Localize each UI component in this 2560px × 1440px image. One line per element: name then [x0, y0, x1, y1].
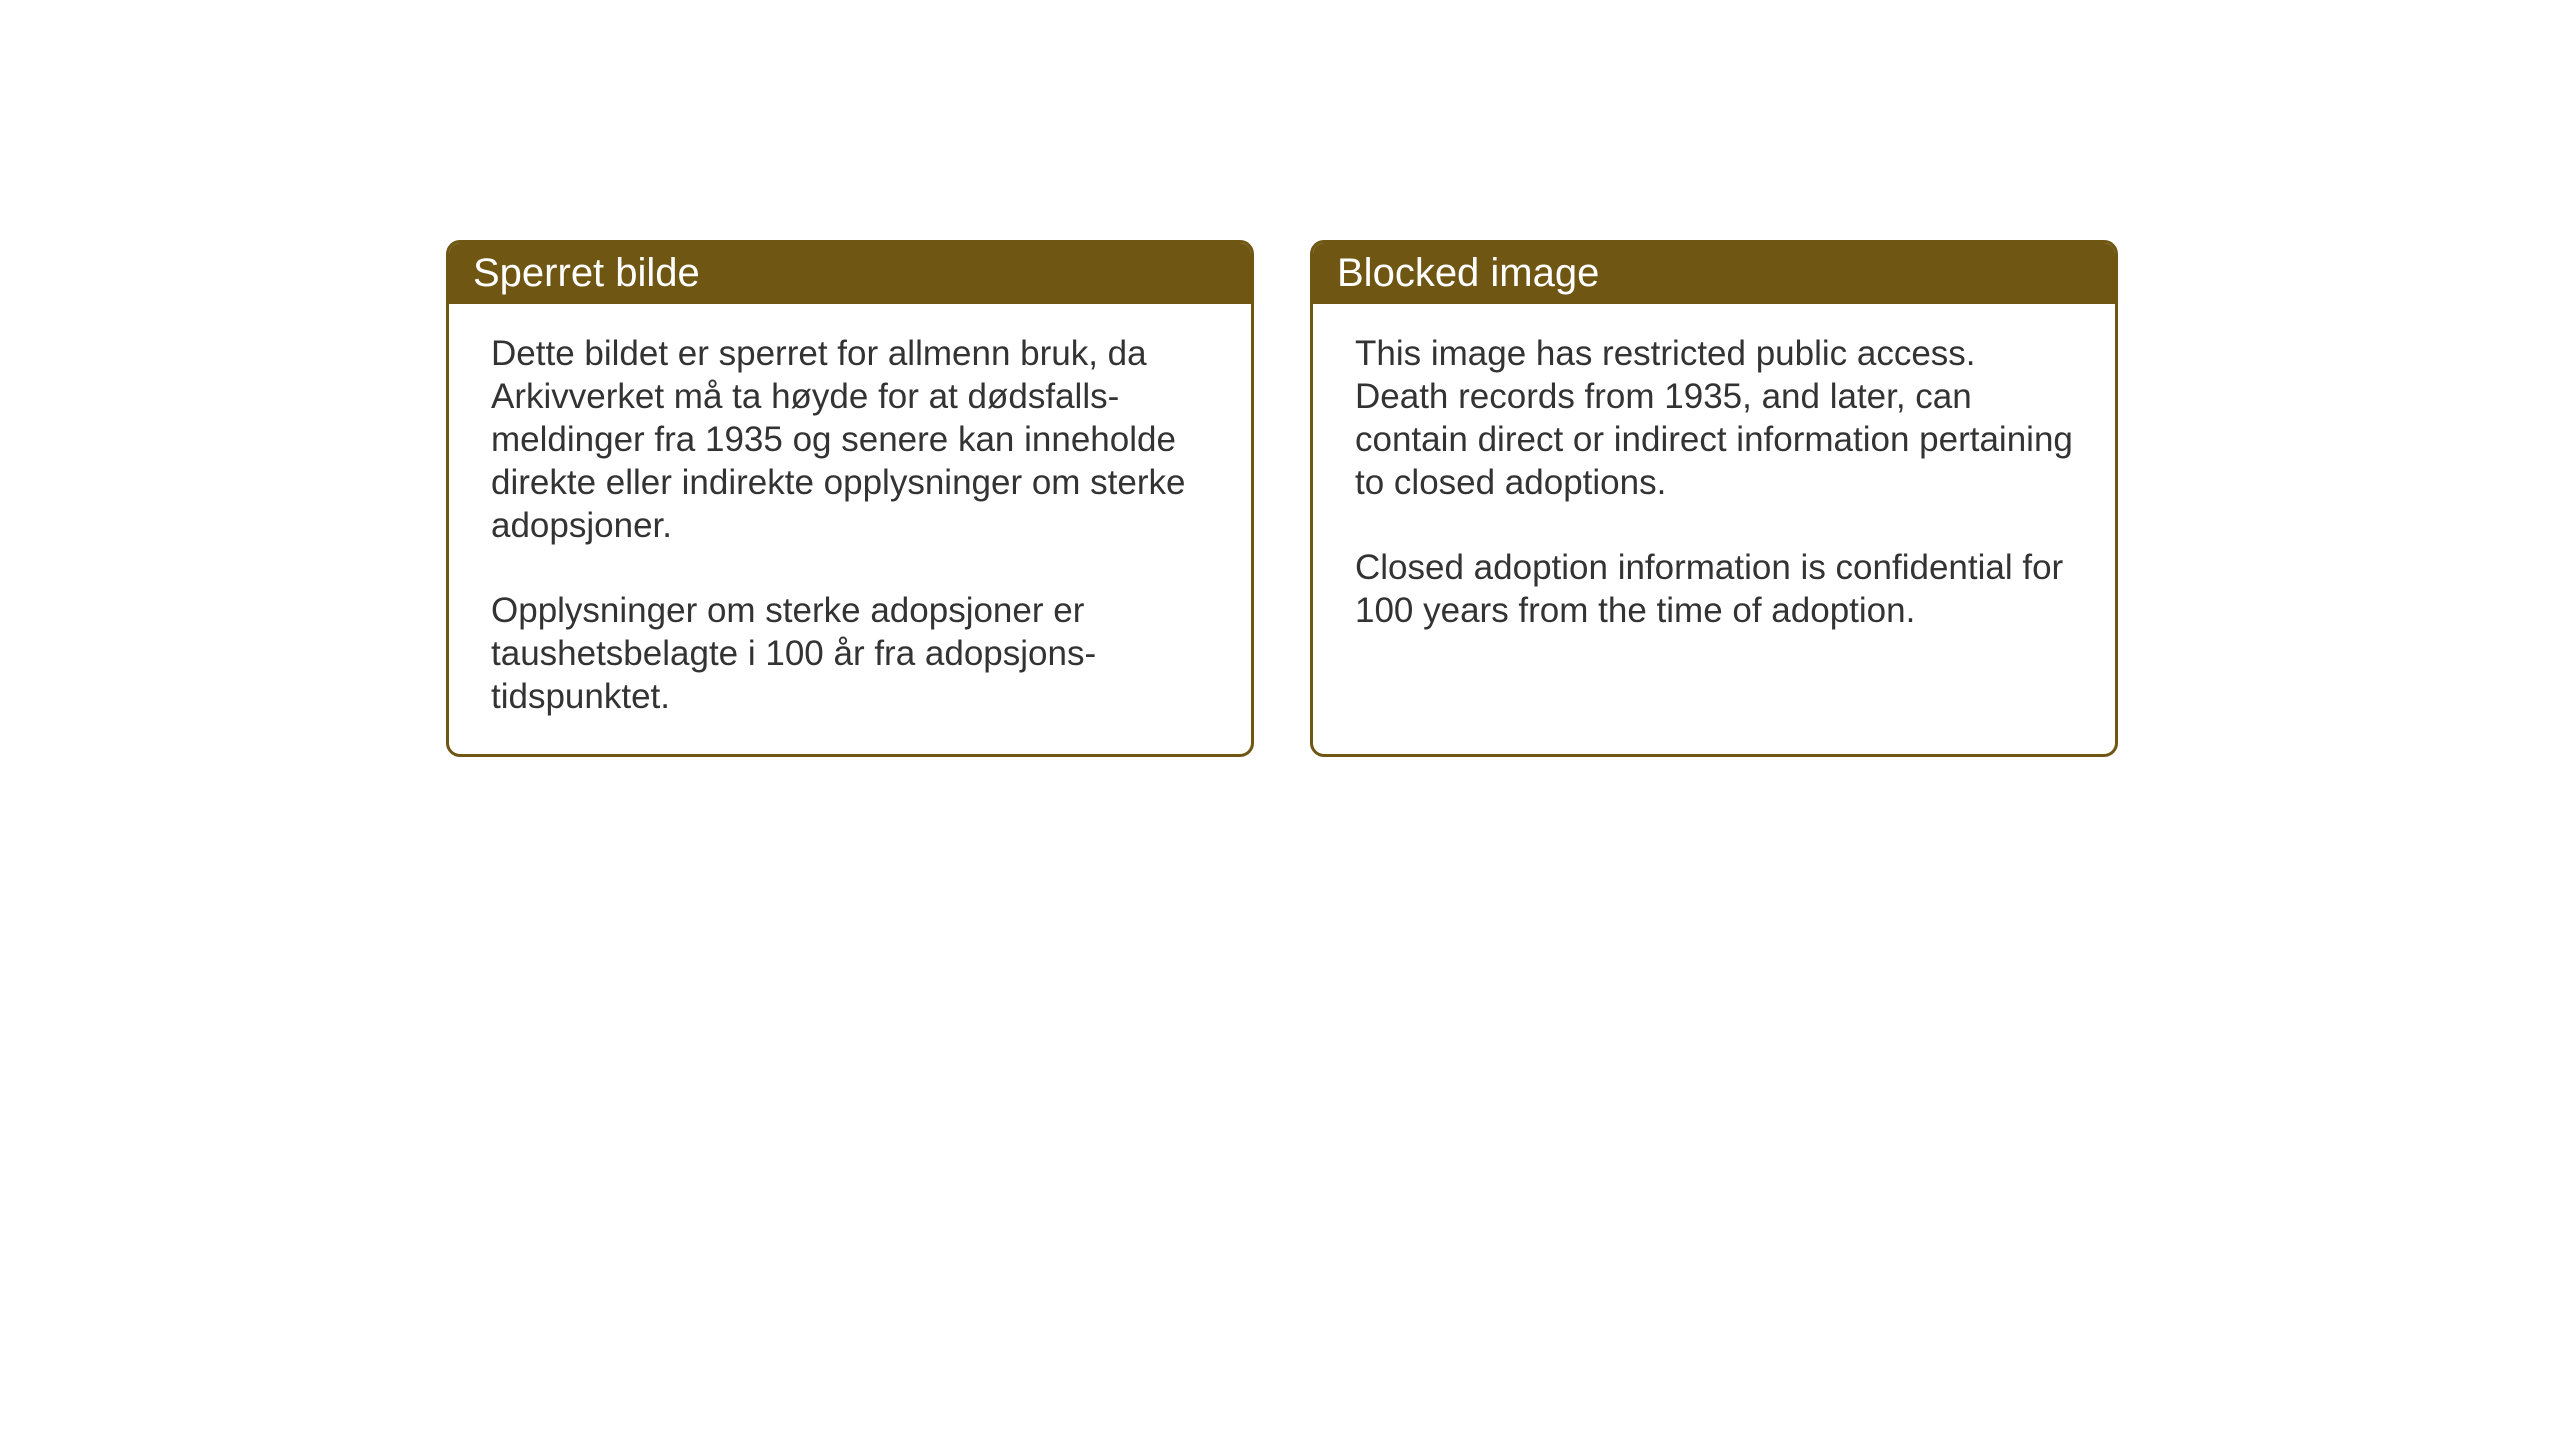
card-header-norwegian: Sperret bilde [449, 243, 1251, 304]
notice-card-english: Blocked image This image has restricted … [1310, 240, 2118, 757]
card-paragraph-norwegian-1: Dette bildet er sperret for allmenn bruk… [491, 332, 1209, 547]
card-paragraph-english-2: Closed adoption information is confident… [1355, 546, 2073, 632]
card-title-norwegian: Sperret bilde [473, 251, 700, 295]
notice-card-norwegian: Sperret bilde Dette bildet er sperret fo… [446, 240, 1254, 757]
card-body-english: This image has restricted public access.… [1313, 304, 2115, 668]
card-paragraph-norwegian-2: Opplysninger om sterke adopsjoner er tau… [491, 589, 1209, 718]
notice-cards-container: Sperret bilde Dette bildet er sperret fo… [446, 240, 2118, 757]
card-header-english: Blocked image [1313, 243, 2115, 304]
card-body-norwegian: Dette bildet er sperret for allmenn bruk… [449, 304, 1251, 754]
card-paragraph-english-1: This image has restricted public access.… [1355, 332, 2073, 504]
card-title-english: Blocked image [1337, 251, 1599, 295]
